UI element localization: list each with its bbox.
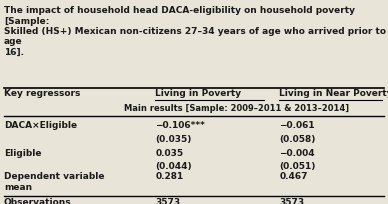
- Text: Eligible: Eligible: [4, 149, 42, 158]
- Text: (0.058): (0.058): [279, 135, 316, 144]
- Text: Living in Poverty: Living in Poverty: [155, 89, 241, 98]
- Text: Main results [Sample: 2009–2011 & 2013–2014]: Main results [Sample: 2009–2011 & 2013–2…: [124, 104, 349, 113]
- Text: (0.044): (0.044): [155, 162, 192, 171]
- Text: −0.004: −0.004: [279, 149, 315, 158]
- Text: DACA×Eligible: DACA×Eligible: [4, 121, 77, 130]
- Text: 0.467: 0.467: [279, 172, 308, 181]
- Text: (0.035): (0.035): [155, 135, 192, 144]
- Text: Living in Near Poverty: Living in Near Poverty: [279, 89, 388, 98]
- Text: 0.281: 0.281: [155, 172, 184, 181]
- Text: −0.106***: −0.106***: [155, 121, 205, 130]
- Text: The impact of household head DACA-eligibility on household poverty [Sample:
Skil: The impact of household head DACA-eligib…: [4, 6, 386, 57]
- Text: Observations: Observations: [4, 198, 71, 204]
- Text: Key regressors: Key regressors: [4, 89, 80, 98]
- Text: 3573: 3573: [155, 198, 180, 204]
- Text: Dependent variable
mean: Dependent variable mean: [4, 172, 104, 192]
- Text: 0.035: 0.035: [155, 149, 183, 158]
- Text: (0.051): (0.051): [279, 162, 316, 171]
- Text: 3573: 3573: [279, 198, 305, 204]
- Text: −0.061: −0.061: [279, 121, 315, 130]
